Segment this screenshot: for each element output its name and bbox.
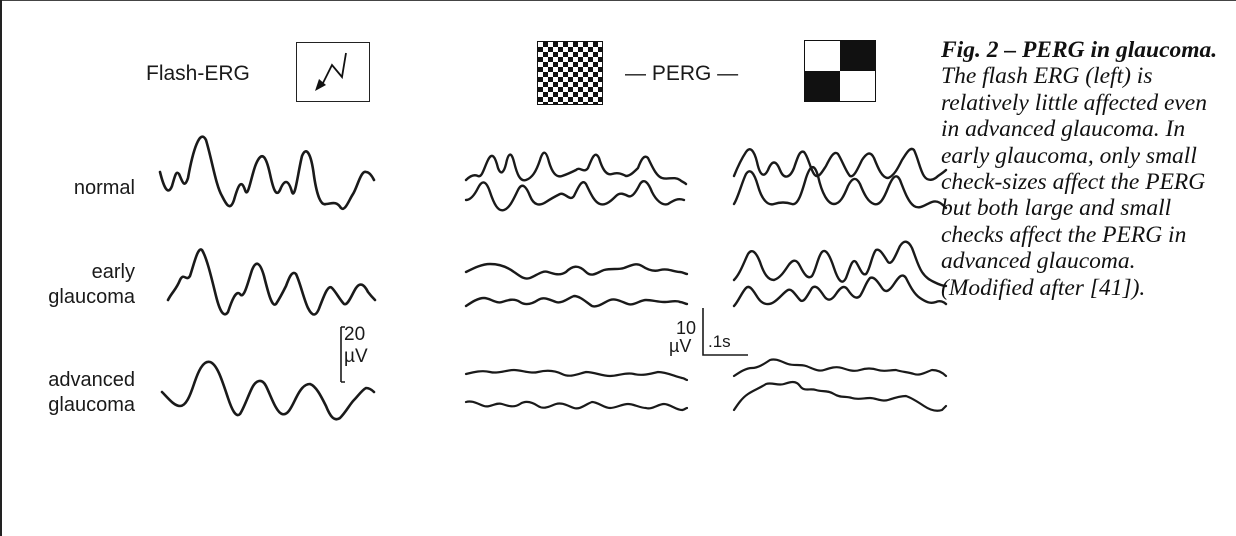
row-label-line: normal	[73, 177, 135, 199]
flash-scale-unit: µV	[344, 346, 368, 367]
row-label-line: early	[91, 261, 135, 283]
caption-lead: Fig. 2 – PERG in glaucoma.	[941, 37, 1218, 63]
flash-scale-value: 20	[344, 324, 366, 345]
perg-small-early-lower	[464, 294, 689, 308]
coarse-checkerboard-icon	[804, 40, 876, 102]
perg-scale-bar	[702, 308, 748, 356]
left-border	[0, 0, 2, 536]
flash-stimulus-icon	[296, 42, 370, 102]
row-label-line: glaucoma	[48, 286, 135, 308]
perg-small-normal-lower	[464, 180, 686, 212]
row-label-line: advanced	[48, 369, 135, 391]
perg-small-normal-upper	[464, 151, 688, 186]
perg-large-advanced-upper	[732, 358, 948, 378]
flash-erg-trace-early	[166, 248, 377, 316]
row-label-normal: normal	[18, 176, 135, 201]
row-label-line: glaucoma	[48, 394, 135, 416]
perg-header: — PERG —	[625, 62, 739, 85]
flash-scale-bar	[340, 326, 345, 383]
perg-small-advanced-lower	[464, 400, 689, 412]
perg-large-normal-lower	[732, 166, 948, 210]
flash-erg-header: Flash-ERG	[146, 62, 250, 85]
perg-large-early-upper	[732, 240, 948, 288]
fine-checkerboard-icon	[537, 41, 603, 105]
flash-erg-trace-advanced	[160, 360, 376, 421]
perg-large-advanced-lower	[732, 380, 948, 412]
perg-scale-value: 10	[676, 318, 697, 338]
perg-large-normal-upper	[732, 147, 948, 181]
row-label-early-glaucoma: early glaucoma	[18, 260, 135, 310]
perg-small-early-upper	[464, 262, 689, 280]
perg-scale-unit: µV	[669, 336, 692, 356]
figure-caption: Fig. 2 – PERG in glaucoma. The flash ERG…	[941, 37, 1227, 301]
perg-scale-time: .1s	[708, 332, 731, 351]
perg-large-early-lower	[732, 274, 948, 308]
top-border	[0, 0, 1236, 1]
row-label-advanced-glaucoma: advanced glaucoma	[18, 368, 135, 418]
flash-erg-trace-normal	[158, 135, 376, 211]
perg-small-advanced-upper	[464, 368, 689, 382]
caption-body: The flash ERG (left) is relatively littl…	[941, 63, 1207, 301]
